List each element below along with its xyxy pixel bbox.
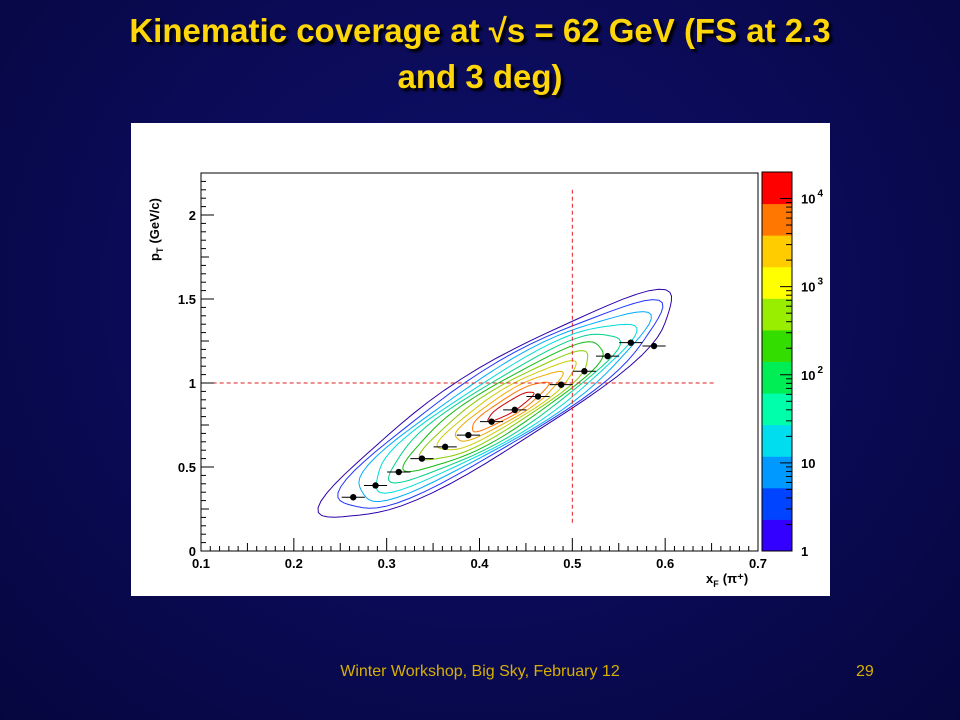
data-point xyxy=(604,352,611,360)
colorbar-label: 10 xyxy=(801,456,815,471)
colorbar-label: 10 2 xyxy=(801,365,823,383)
colorbar-band xyxy=(762,298,792,331)
contour-level-10 xyxy=(472,381,550,433)
x-tick-label: 0.5 xyxy=(563,556,581,571)
contour-level-4 xyxy=(375,323,638,494)
data-point xyxy=(650,342,658,350)
colorbar-label: 10 4 xyxy=(801,189,823,207)
plot-frame xyxy=(200,172,759,552)
colorbar-band xyxy=(762,235,792,268)
contour-level-11 xyxy=(487,391,535,423)
data-point xyxy=(581,368,588,375)
x-tick-label: 0.7 xyxy=(749,556,767,571)
footer-text: Winter Workshop, Big Sky, February 12 xyxy=(340,663,620,680)
contour-layer xyxy=(317,288,673,518)
colorbar-band xyxy=(762,329,792,362)
colorbar-frame xyxy=(761,171,793,552)
x-tick-label: 0.4 xyxy=(470,556,489,571)
contour-level-6 xyxy=(402,341,604,473)
y-tick-label: 0.5 xyxy=(178,460,196,475)
colorbar-label: 1 xyxy=(801,544,808,559)
reference-lines xyxy=(205,189,717,526)
data-point xyxy=(350,494,357,501)
y-tick-label: 1.5 xyxy=(178,292,196,307)
y-tick-label: 2 xyxy=(189,208,196,223)
x-axis-title: xF (π⁺) xyxy=(706,571,748,589)
data-point xyxy=(511,406,518,414)
data-point xyxy=(395,468,402,476)
contour-level-2 xyxy=(337,299,664,509)
colorbar-band xyxy=(762,456,792,489)
data-points xyxy=(341,339,666,501)
colorbar-band xyxy=(762,424,792,457)
x-tick-label: 0.6 xyxy=(656,556,674,571)
y-tick-label: 1 xyxy=(189,376,196,391)
x-tick-label: 0.3 xyxy=(378,556,396,571)
colorbar-label: 10 3 xyxy=(801,277,823,295)
slide-title-line2: and 3 deg) xyxy=(397,58,563,95)
axis-ticks: 0.1 0.2 0.3 0.4 0.5 0.6 0.7 0 0.5 1 1.5 2 xyxy=(178,172,767,571)
data-point xyxy=(465,431,472,439)
slide-title: Kinematic coverage at √s = 62 GeV (FS at… xyxy=(60,8,900,100)
data-point xyxy=(557,381,565,388)
contour-level-3 xyxy=(358,311,652,503)
colorbar-band xyxy=(762,266,792,299)
data-point xyxy=(627,339,635,346)
data-point xyxy=(488,418,495,425)
x-tick-label: 0.1 xyxy=(192,556,210,571)
plot-frame-box xyxy=(200,172,759,552)
data-point xyxy=(534,393,542,400)
y-tick-label: 0 xyxy=(189,544,196,559)
colorbar-band xyxy=(762,393,792,426)
contour-level-5 xyxy=(387,333,622,484)
colorbar-band xyxy=(762,172,792,205)
contour-level-1 xyxy=(317,288,673,518)
slide-title-line1: Kinematic coverage at √s = 62 GeV (FS at… xyxy=(129,12,831,49)
data-point xyxy=(372,482,379,489)
contour-level-8 xyxy=(436,360,577,451)
data-point xyxy=(441,443,449,451)
data-point xyxy=(418,455,426,462)
colorbar-band xyxy=(762,203,792,236)
x-tick-label: 0.2 xyxy=(285,556,303,571)
y-axis-title: pT(GeV/c) xyxy=(147,198,165,261)
colorbar-band xyxy=(762,487,792,520)
page-number: 29 xyxy=(856,663,874,680)
plot-panel: 0.1 0.2 0.3 0.4 0.5 0.6 0.7 0 0.5 1 1.5 2 1 10 10 2 10 3… xyxy=(131,123,830,596)
